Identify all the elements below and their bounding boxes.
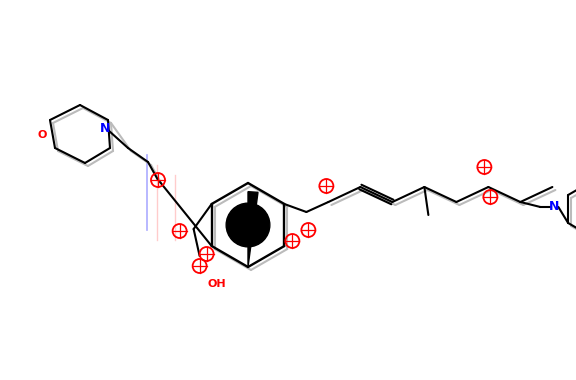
Polygon shape	[248, 192, 258, 267]
Circle shape	[226, 203, 270, 247]
Text: N: N	[549, 201, 559, 214]
Text: OH: OH	[207, 279, 226, 289]
Text: N: N	[100, 122, 110, 135]
Text: O: O	[37, 130, 47, 140]
